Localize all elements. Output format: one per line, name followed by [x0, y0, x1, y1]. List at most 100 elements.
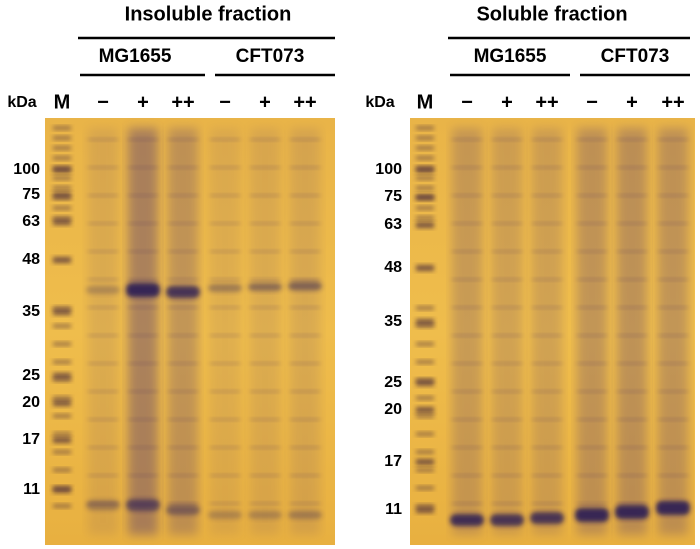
ladder-band: [416, 265, 434, 271]
lane-band: [452, 222, 482, 225]
ladder-band: [416, 486, 434, 490]
lane-band: [532, 418, 562, 421]
lane-band: [250, 418, 280, 421]
lane-band: [250, 306, 280, 309]
lane-band: [492, 250, 522, 253]
ladder-band: [416, 414, 434, 418]
lane-smear: [577, 128, 607, 535]
lane-band: [88, 194, 118, 197]
marker-size-label: 48: [22, 251, 40, 268]
lane-band: [452, 194, 482, 197]
lane-band: [658, 306, 688, 309]
lane-band: [250, 222, 280, 225]
ladder-band: [416, 186, 434, 190]
protein-band: [208, 511, 242, 519]
lane-band: [658, 418, 688, 421]
lane-band: [128, 390, 158, 393]
ladder-band: [53, 309, 71, 315]
lane-band: [168, 502, 198, 505]
ladder-band: [416, 324, 434, 328]
lane-band: [128, 474, 158, 477]
lane-band: [658, 334, 688, 337]
lane-band: [658, 194, 688, 197]
ladder-band: [416, 342, 434, 346]
lane-band: [658, 278, 688, 281]
ladder-band: [416, 450, 434, 454]
marker-size-label: 35: [22, 303, 40, 320]
lane-band: [88, 390, 118, 393]
marker-size-label: 11: [385, 501, 402, 518]
lane-band: [532, 474, 562, 477]
lane-band: [290, 502, 320, 505]
lane-band: [168, 222, 198, 225]
lane-band: [617, 446, 647, 449]
lane-band: [577, 278, 607, 281]
protein-band: [248, 511, 282, 519]
lane-band: [658, 446, 688, 449]
marker-size-label: 63: [384, 216, 402, 233]
lane-band: [250, 446, 280, 449]
lane-label: +: [626, 91, 638, 113]
lane-band: [492, 334, 522, 337]
lane-band: [250, 250, 280, 253]
lane-band: [492, 362, 522, 365]
panel-title: Insoluble fraction: [125, 3, 292, 25]
lane-band: [250, 362, 280, 365]
ladder-band: [416, 504, 434, 508]
lane-band: [88, 418, 118, 421]
lane-band: [492, 306, 522, 309]
lane-band: [617, 474, 647, 477]
ladder-band: [53, 450, 71, 454]
marker-size-label: 100: [13, 161, 40, 178]
ladder-band: [53, 342, 71, 346]
unit-label: kDa: [365, 94, 394, 111]
lane-band: [532, 166, 562, 169]
lane-band: [492, 474, 522, 477]
ladder-band: [53, 414, 71, 418]
lane-band: [577, 474, 607, 477]
lane-band: [250, 138, 280, 141]
group-label: CFT073: [236, 46, 305, 67]
lane-band: [577, 250, 607, 253]
lane-band: [210, 166, 240, 169]
ladder-band: [416, 206, 434, 210]
ladder-band: [53, 156, 71, 160]
lane-band: [617, 306, 647, 309]
lane-band: [128, 334, 158, 337]
lane-band: [577, 390, 607, 393]
lane-band: [452, 138, 482, 141]
protein-band: [126, 283, 160, 297]
lane-band: [492, 194, 522, 197]
lane-band: [128, 222, 158, 225]
lane-band: [88, 306, 118, 309]
lane-band: [532, 362, 562, 365]
group-label: MG1655: [474, 46, 547, 67]
ladder-band: [416, 167, 434, 173]
lane-band: [128, 250, 158, 253]
lane-band: [658, 138, 688, 141]
lane-band: [290, 222, 320, 225]
lane-band: [577, 222, 607, 225]
lane-band: [168, 278, 198, 281]
protein-band: [288, 511, 322, 519]
lane-band: [577, 446, 607, 449]
lane-band: [128, 362, 158, 365]
lane-band: [492, 222, 522, 225]
lane-smear: [128, 128, 158, 535]
lane-band: [290, 474, 320, 477]
lane-band: [492, 446, 522, 449]
lane-band: [128, 194, 158, 197]
lane-band: [128, 166, 158, 169]
lane-band: [210, 418, 240, 421]
lane-band: [210, 474, 240, 477]
ladder-band: [416, 507, 434, 513]
lane-band: [532, 222, 562, 225]
lane-band: [577, 418, 607, 421]
lane-band: [617, 222, 647, 225]
lane-band: [210, 194, 240, 197]
lane-band: [577, 362, 607, 365]
lane-band: [532, 250, 562, 253]
lane-label: ++: [293, 91, 316, 113]
ladder-band: [53, 136, 71, 140]
lane-band: [290, 334, 320, 337]
